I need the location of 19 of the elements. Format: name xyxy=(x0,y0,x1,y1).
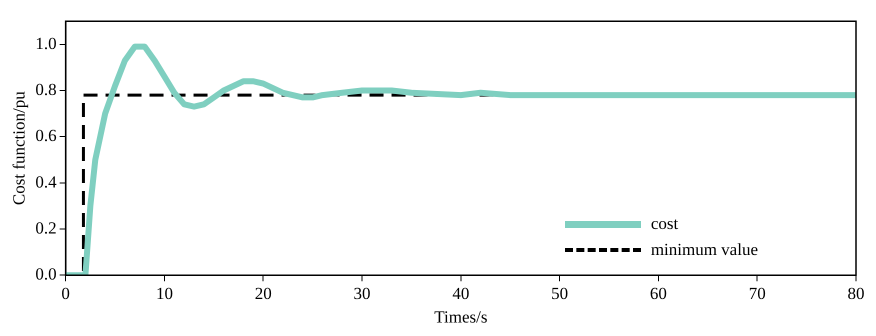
y-tick-label: 1.0 xyxy=(35,34,57,53)
y-tick-label: 0.4 xyxy=(35,172,58,192)
x-tick-label: 20 xyxy=(254,284,272,303)
x-tick-label: 40 xyxy=(452,284,470,303)
legend-label: minimum value xyxy=(650,240,758,260)
y-tick-label: 0.6 xyxy=(35,126,57,146)
y-axis-title: Cost function/pu xyxy=(10,90,29,206)
x-tick-label: 0 xyxy=(61,284,70,303)
y-tick-label: 0.0 xyxy=(35,264,57,284)
legend-label: cost xyxy=(650,214,678,234)
y-tick-label: 0.8 xyxy=(35,80,57,99)
x-tick-label: 60 xyxy=(650,284,667,303)
x-axis-title: Times/s xyxy=(434,307,488,326)
x-tick-label: 10 xyxy=(156,284,173,303)
x-tick-label: 50 xyxy=(551,284,568,303)
x-tick-label: 80 xyxy=(848,284,864,303)
x-tick-label: 70 xyxy=(748,284,766,303)
y-tick-label: 0.2 xyxy=(35,218,57,238)
x-tick-label: 30 xyxy=(354,284,371,303)
